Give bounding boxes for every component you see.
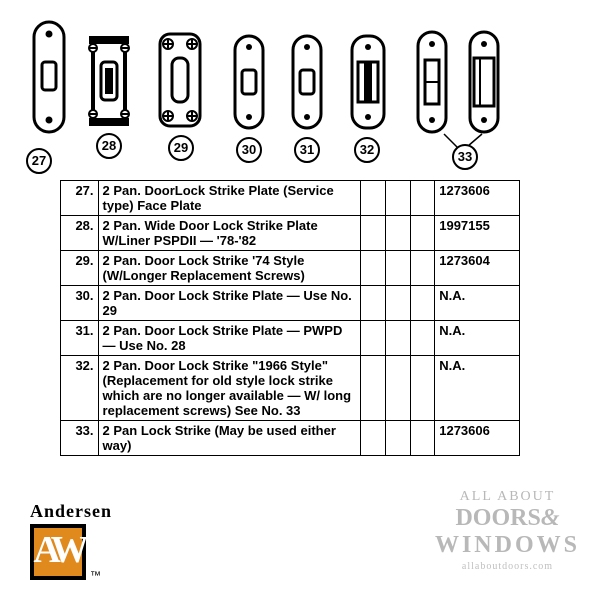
table-row: 29.2 Pan. Door Lock Strike '74 Style (W/… bbox=[61, 251, 520, 286]
allabout-line1: ALL ABOUT bbox=[435, 489, 580, 505]
row-blank bbox=[361, 181, 386, 216]
part-31-icon bbox=[288, 34, 326, 134]
row-num: 32. bbox=[61, 356, 99, 421]
row-num: 31. bbox=[61, 321, 99, 356]
row-blank bbox=[361, 286, 386, 321]
part-30-icon bbox=[230, 34, 268, 134]
allabout-url: allaboutdoors.com bbox=[435, 561, 580, 572]
row-blank bbox=[385, 356, 410, 421]
part-33a-icon bbox=[414, 30, 450, 138]
row-blank bbox=[385, 321, 410, 356]
row-num: 33. bbox=[61, 421, 99, 456]
table-row: 33.2 Pan Lock Strike (May be used either… bbox=[61, 421, 520, 456]
row-blank bbox=[361, 421, 386, 456]
row-num: 27. bbox=[61, 181, 99, 216]
table-row: 28.2 Pan. Wide Door Lock Strike Plate W/… bbox=[61, 216, 520, 251]
allabout-logo: ALL ABOUT DOORS& WINDOWS allaboutdoors.c… bbox=[435, 489, 580, 572]
aw-box: AW bbox=[30, 524, 86, 580]
allabout-doors: DOORS bbox=[455, 505, 540, 531]
part-28-icon bbox=[86, 36, 132, 130]
row-blank bbox=[410, 286, 435, 321]
row-desc: 2 Pan. Door Lock Strike '74 Style (W/Lon… bbox=[98, 251, 361, 286]
andersen-logo: Andersen AW ™ bbox=[30, 501, 140, 580]
row-desc: 2 Pan. DoorLock Strike Plate (Service ty… bbox=[98, 181, 361, 216]
table-row: 30.2 Pan. Door Lock Strike Plate — Use N… bbox=[61, 286, 520, 321]
aw-letters: AW bbox=[30, 526, 86, 574]
row-part: N.A. bbox=[435, 321, 520, 356]
label-28: 28 bbox=[96, 133, 122, 159]
label-32: 32 bbox=[354, 137, 380, 163]
row-desc: 2 Pan. Wide Door Lock Strike Plate W/Lin… bbox=[98, 216, 361, 251]
table-row: 27.2 Pan. DoorLock Strike Plate (Service… bbox=[61, 181, 520, 216]
row-part: 1273606 bbox=[435, 421, 520, 456]
row-num: 29. bbox=[61, 251, 99, 286]
part-32-icon bbox=[346, 34, 390, 134]
row-part: N.A. bbox=[435, 356, 520, 421]
row-part: 1997155 bbox=[435, 216, 520, 251]
row-blank bbox=[410, 216, 435, 251]
row-part: 1273604 bbox=[435, 251, 520, 286]
andersen-text: Andersen bbox=[30, 501, 140, 522]
part-33b-icon bbox=[466, 30, 502, 138]
row-part: 1273606 bbox=[435, 181, 520, 216]
row-blank bbox=[410, 181, 435, 216]
row-blank bbox=[385, 421, 410, 456]
row-blank bbox=[385, 251, 410, 286]
parts-diagram: 27 28 29 30 31 32 33 bbox=[28, 20, 568, 170]
part-29-icon bbox=[148, 30, 212, 134]
row-blank bbox=[410, 321, 435, 356]
parts-table: 27.2 Pan. DoorLock Strike Plate (Service… bbox=[60, 180, 520, 456]
label-31: 31 bbox=[294, 137, 320, 163]
table-row: 31.2 Pan. Door Lock Strike Plate — PWPD … bbox=[61, 321, 520, 356]
row-blank bbox=[361, 251, 386, 286]
row-blank bbox=[361, 356, 386, 421]
label-29: 29 bbox=[168, 135, 194, 161]
row-num: 30. bbox=[61, 286, 99, 321]
label-27: 27 bbox=[26, 148, 52, 174]
part-27-icon bbox=[28, 20, 70, 138]
label-30: 30 bbox=[236, 137, 262, 163]
row-blank bbox=[410, 421, 435, 456]
row-desc: 2 Pan. Door Lock Strike "1966 Style" (Re… bbox=[98, 356, 361, 421]
aw-tm: ™ bbox=[90, 570, 101, 582]
row-num: 28. bbox=[61, 216, 99, 251]
row-blank bbox=[361, 216, 386, 251]
table-row: 32.2 Pan. Door Lock Strike "1966 Style" … bbox=[61, 356, 520, 421]
row-blank bbox=[385, 286, 410, 321]
row-desc: 2 Pan Lock Strike (May be used either wa… bbox=[98, 421, 361, 456]
row-blank bbox=[410, 356, 435, 421]
row-desc: 2 Pan. Door Lock Strike Plate — Use No. … bbox=[98, 286, 361, 321]
row-part: N.A. bbox=[435, 286, 520, 321]
label-33: 33 bbox=[452, 144, 478, 170]
row-blank bbox=[385, 181, 410, 216]
row-blank bbox=[385, 216, 410, 251]
allabout-amp: & bbox=[541, 505, 560, 531]
row-blank bbox=[410, 251, 435, 286]
row-blank bbox=[361, 321, 386, 356]
row-desc: 2 Pan. Door Lock Strike Plate — PWPD — U… bbox=[98, 321, 361, 356]
allabout-windows: WINDOWS bbox=[435, 532, 580, 559]
